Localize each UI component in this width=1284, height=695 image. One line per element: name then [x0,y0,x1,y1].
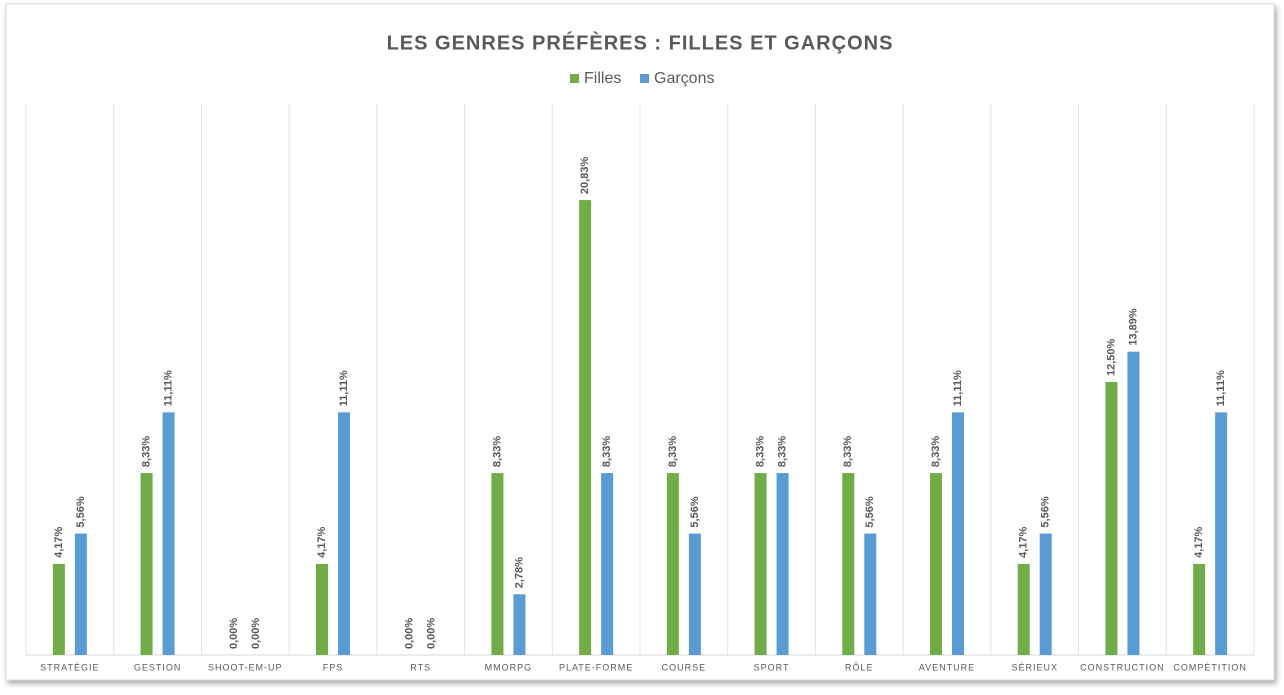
data-label: 0,00% [228,618,240,649]
data-label: 8,33% [930,436,942,467]
legend-label: Garçons [654,70,714,87]
x-tick-label: AVENTURE [919,662,975,672]
x-tick-label: SÉRIEUX [1011,662,1058,672]
bar [1039,533,1052,655]
bar [316,563,328,655]
bar [864,533,877,655]
bar [688,533,701,655]
bar [52,563,65,655]
bar [74,533,87,655]
data-label: 11,11% [952,370,964,406]
x-tick-label: FPS [323,662,344,672]
x-tick-label: MMORPG [485,662,533,672]
data-label: 5,56% [1040,496,1052,527]
bar [666,473,679,655]
x-tick-label: STRATÉGIE [40,662,99,672]
bar [491,473,504,655]
data-label: 13,89% [1127,308,1139,346]
data-label: 5,56% [75,496,87,527]
x-tick-label: RTS [410,662,431,672]
x-tick-label: CONSTRUCTION [1080,662,1165,672]
bar [842,473,855,655]
bar [1215,412,1228,655]
bar [140,473,153,655]
x-tick-label: RÔLE [845,662,874,672]
bar [754,473,767,655]
x-tick-label: SPORT [754,662,790,672]
data-label: 11,11% [338,370,350,406]
bar [338,412,350,655]
x-tick-label: SHOOT-EM-UP [208,662,283,672]
data-label: 8,33% [667,436,679,467]
x-tick-label: GESTION [134,662,182,672]
data-label: 4,17% [53,527,65,558]
bar [930,473,942,655]
data-label: 8,33% [754,436,766,467]
data-label: 11,11% [162,370,174,406]
data-label: 8,33% [776,436,788,467]
legend-label: Filles [584,70,621,87]
bar [601,473,614,655]
data-label: 5,56% [689,496,701,527]
data-label: 0,00% [404,618,416,649]
data-label: 8,33% [491,436,503,467]
data-label: 4,17% [316,527,328,558]
data-label: 8,33% [140,436,152,467]
legend-swatch [570,74,579,83]
data-label: 8,33% [842,436,854,467]
bar [1127,351,1140,655]
data-label: 0,00% [250,618,262,649]
bar [1193,563,1206,655]
data-label: 5,56% [864,496,876,527]
data-label: 12,50% [1105,338,1117,376]
data-label: 20,83% [579,157,591,195]
data-label: 4,17% [1193,527,1205,558]
data-label: 2,78% [513,557,525,588]
bar [513,594,526,655]
data-label: 11,11% [1215,370,1227,406]
bar [1105,382,1118,655]
x-tick-label: COMPÉTITION [1173,662,1247,672]
data-label: 0,00% [426,618,438,649]
bar [579,200,592,655]
x-tick-label: COURSE [662,662,707,672]
bar [162,412,175,655]
x-tick-label: PLATE-FORME [559,662,633,672]
bar [1017,563,1030,655]
bar [776,473,789,655]
bar [952,412,964,655]
chart-title: LES GENRES PRÉFÈRES : FILLES ET GARÇONS [387,31,894,54]
data-label: 4,17% [1018,527,1030,558]
data-label: 8,33% [601,436,613,467]
legend-swatch [640,74,649,83]
